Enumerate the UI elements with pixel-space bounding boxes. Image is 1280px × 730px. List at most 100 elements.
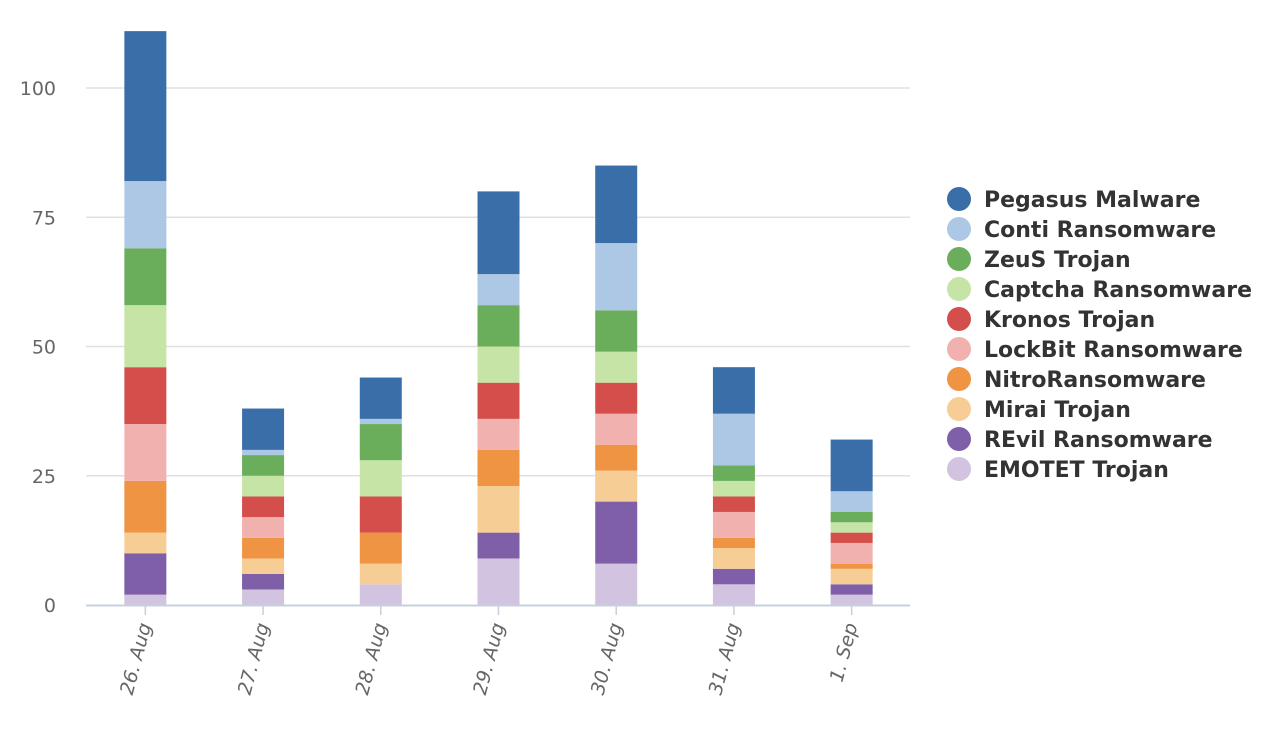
legend-label[interactable]: NitroRansomware (984, 368, 1206, 393)
y-tick-label: 50 (32, 337, 56, 359)
bar-segment (595, 310, 638, 352)
legend-label[interactable]: LockBit Ransomware (984, 338, 1243, 363)
bar-segment (359, 418, 402, 425)
bar-segment (595, 165, 638, 244)
bar-segment (712, 496, 755, 512)
legend-swatch (947, 337, 971, 361)
bar-segment (595, 470, 638, 502)
y-tick-label: 0 (44, 595, 56, 617)
x-tick-label: 26. Aug (116, 621, 156, 698)
bar-segment (477, 532, 520, 559)
bar-segment (124, 248, 167, 306)
bar-segment (124, 424, 167, 481)
bar-segment (477, 274, 520, 306)
legend-swatch (947, 457, 971, 481)
legend-swatch (947, 217, 971, 241)
bars (124, 31, 873, 605)
bar-segment (124, 532, 167, 554)
bar-segment (595, 413, 638, 445)
bar-segment (477, 382, 520, 419)
legend-label[interactable]: Mirai Trojan (984, 398, 1131, 423)
bar-segment (477, 305, 520, 347)
bar-segment (712, 511, 755, 538)
y-axis: 0 25 50 75 100 (20, 78, 56, 617)
legend-swatch (947, 397, 971, 421)
legend-label[interactable]: ZeuS Trojan (984, 248, 1131, 273)
bar-segment (242, 517, 285, 538)
bar-segment (242, 408, 285, 450)
bar-segment (359, 460, 402, 497)
bar-segment (830, 491, 873, 512)
bar-segment (359, 377, 402, 419)
y-tick-label: 75 (32, 207, 56, 229)
bar-segment (242, 449, 285, 456)
bar-segment (242, 455, 285, 476)
bar-segment (124, 594, 167, 605)
bar-segment (477, 558, 520, 605)
bar-segment (830, 532, 873, 543)
bar-segment (124, 553, 167, 595)
y-tick-label: 25 (32, 466, 56, 488)
bar-segment (712, 413, 755, 466)
bar-segment (124, 181, 167, 249)
bar-segment (359, 584, 402, 605)
legend-swatch (947, 277, 971, 301)
legend-swatch (947, 427, 971, 451)
bar-segment (124, 367, 167, 425)
bar-segment (477, 449, 520, 487)
bar-segment (830, 568, 873, 585)
bar-segment (595, 501, 638, 564)
bar-segment (477, 486, 520, 533)
bar-segment (712, 584, 755, 605)
y-tick-label: 100 (20, 78, 56, 100)
bar-segment (830, 522, 873, 533)
legend-swatch (947, 367, 971, 391)
bar-segment (595, 444, 638, 471)
bar-segment (830, 511, 873, 523)
legend: Pegasus Malware Conti Ransomware ZeuS Troj… (947, 187, 1252, 483)
legend-label[interactable]: REvil Ransomware (984, 428, 1213, 453)
bar-segment (712, 568, 755, 585)
legend-label[interactable]: Kronos Trojan (984, 308, 1155, 333)
bar-segment (595, 563, 638, 605)
x-tick-label: 29. Aug (469, 621, 509, 698)
bar-segment (712, 480, 755, 497)
bar-segment (477, 346, 520, 383)
bar-segment (830, 542, 873, 564)
legend-swatch (947, 307, 971, 331)
bar-segment (359, 532, 402, 564)
bar-segment (830, 584, 873, 595)
x-tick-label: 28. Aug (351, 621, 391, 698)
bar-segment (477, 191, 520, 275)
bar-segment (124, 31, 167, 182)
bar-segment (595, 243, 638, 311)
bar-segment (124, 480, 167, 533)
bar-segment (712, 537, 755, 549)
bar-segment (359, 424, 402, 461)
legend-swatch (947, 187, 971, 211)
bar-segment (595, 351, 638, 383)
legend-label[interactable]: Captcha Ransomware (984, 278, 1252, 303)
legend-label[interactable]: Pegasus Malware (984, 188, 1200, 213)
x-tick-label: 27. Aug (234, 621, 274, 698)
bar-segment (830, 439, 873, 492)
legend-swatch (947, 247, 971, 271)
bar-segment (124, 305, 167, 368)
x-tick-label: 31. Aug (705, 621, 745, 698)
x-axis: 26. Aug 27. Aug 28. Aug 29. Aug 30. Aug 31. A… (86, 604, 910, 698)
bar-segment (477, 418, 520, 450)
bar-segment (359, 496, 402, 533)
bar-segment (242, 537, 285, 559)
x-tick-label: 30. Aug (587, 621, 627, 698)
bar-segment (242, 558, 285, 574)
bar-segment (242, 589, 285, 605)
legend-label[interactable]: Conti Ransomware (984, 218, 1216, 243)
bar-segment (712, 465, 755, 481)
bar-segment (830, 563, 873, 569)
bar-segment (359, 563, 402, 585)
bar-segment (242, 496, 285, 518)
bar-segment (712, 367, 755, 414)
legend-label[interactable]: EMOTET Trojan (984, 458, 1169, 483)
bar-segment (242, 573, 285, 590)
